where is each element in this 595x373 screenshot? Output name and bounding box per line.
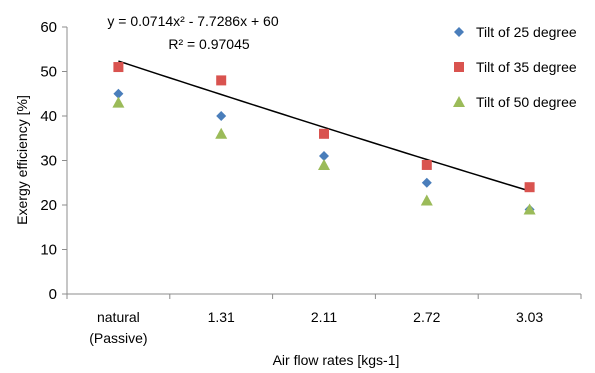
data-point bbox=[523, 203, 536, 215]
x-axis-ticks: natural (Passive) 1.31 2.11 2.72 3.03 bbox=[66, 294, 582, 346]
y-tick-label: 20 bbox=[40, 197, 57, 214]
y-tick-label: 60 bbox=[40, 19, 57, 36]
legend-label: Tilt of 25 degree bbox=[476, 24, 577, 40]
data-point bbox=[421, 159, 432, 170]
legend-marker bbox=[453, 96, 465, 107]
legend-marker bbox=[454, 62, 464, 72]
data-point bbox=[524, 182, 535, 193]
data-point bbox=[113, 62, 124, 73]
data-point bbox=[319, 151, 329, 162]
x-tick-label: 3.03 bbox=[516, 309, 543, 325]
data-point bbox=[216, 75, 227, 86]
legend-label: Tilt of 35 degree bbox=[476, 59, 577, 75]
trendline-r-squared: R² = 0.97045 bbox=[168, 36, 250, 52]
data-point bbox=[113, 88, 124, 99]
data-points bbox=[112, 62, 536, 215]
legend-label: Tilt of 50 degree bbox=[476, 94, 577, 110]
trendline bbox=[118, 60, 530, 192]
trendline-layer bbox=[118, 60, 530, 192]
data-point bbox=[421, 177, 432, 188]
data-point bbox=[112, 96, 125, 108]
trendline-equation: y = 0.0714x² - 7.7286x + 60 bbox=[107, 13, 278, 29]
data-point bbox=[420, 194, 433, 206]
data-point bbox=[216, 111, 227, 121]
y-tick-label: 0 bbox=[49, 286, 57, 303]
y-tick-label: 50 bbox=[40, 64, 57, 81]
data-point bbox=[318, 158, 330, 170]
x-tick-label: natural (Passive) bbox=[89, 309, 147, 346]
y-tick-label: 40 bbox=[40, 108, 57, 125]
y-axis-label: Exergy efficiency [%] bbox=[14, 95, 30, 225]
legend-marker bbox=[454, 27, 464, 37]
x-tick-label: 2.72 bbox=[413, 309, 440, 325]
x-axis-label: Air flow rates [kgs-1] bbox=[273, 352, 400, 368]
data-point bbox=[215, 127, 228, 139]
legend: Tilt of 25 degree Tilt of 35 degree Tilt o… bbox=[453, 24, 577, 110]
y-axis-ticks: 0 10 20 30 40 50 60 bbox=[40, 19, 67, 303]
y-tick-label: 10 bbox=[40, 242, 57, 259]
y-tick-label: 30 bbox=[40, 153, 57, 170]
data-point bbox=[319, 128, 329, 139]
x-tick-label: 2.11 bbox=[311, 309, 337, 325]
x-tick-label: 1.31 bbox=[208, 309, 235, 325]
